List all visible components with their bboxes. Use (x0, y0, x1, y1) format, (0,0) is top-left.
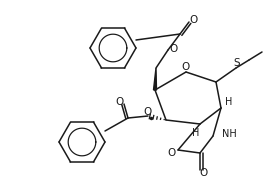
Text: O: O (181, 62, 189, 72)
Polygon shape (154, 68, 156, 90)
Text: O: O (169, 44, 177, 54)
Text: O: O (199, 168, 207, 178)
Text: H: H (192, 128, 200, 138)
Text: O: O (168, 148, 176, 158)
Text: O: O (189, 15, 197, 25)
Text: NH: NH (222, 129, 237, 139)
Text: O: O (115, 97, 123, 107)
Text: O: O (143, 107, 151, 117)
Text: S: S (234, 58, 240, 68)
Text: H: H (225, 97, 233, 107)
